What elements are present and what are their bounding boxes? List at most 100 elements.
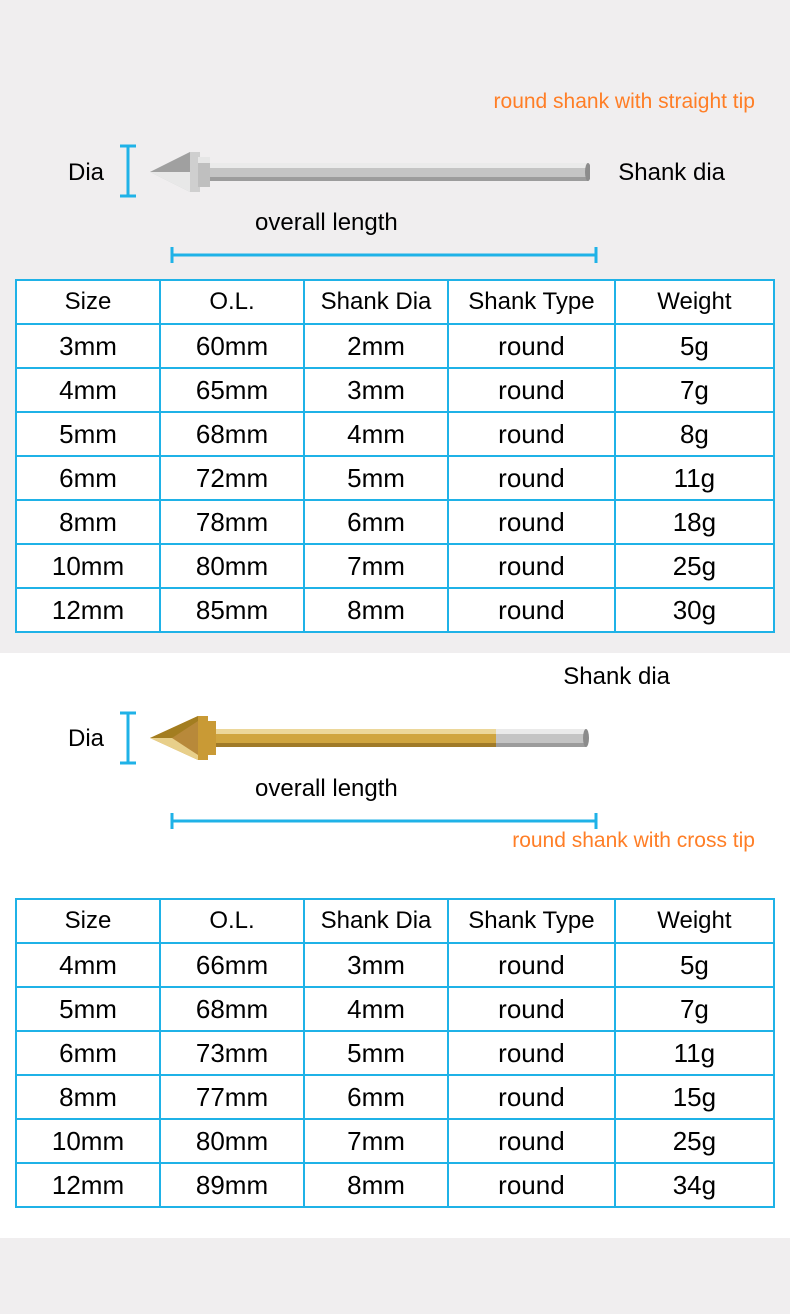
table-row: 10mm80mm7mmround25g — [16, 1119, 774, 1163]
dia-label: Dia — [68, 159, 104, 187]
cell-size: 10mm — [16, 544, 160, 588]
section-cross-tip: Shank dia Dia overall length — [0, 653, 790, 1238]
table-row: 12mm89mm8mmround34g — [16, 1163, 774, 1207]
cell-shank: 4mm — [304, 412, 448, 456]
cell-size: 6mm — [16, 456, 160, 500]
cell-shank: 4mm — [304, 987, 448, 1031]
overall-length-label: overall length — [255, 209, 398, 237]
table-row: 6mm73mm5mmround11g — [16, 1031, 774, 1075]
cell-type: round — [448, 987, 615, 1031]
cell-shank: 6mm — [304, 1075, 448, 1119]
cell-size: 8mm — [16, 1075, 160, 1119]
cell-shank: 3mm — [304, 368, 448, 412]
cell-type: round — [448, 1031, 615, 1075]
cell-weight: 11g — [615, 1031, 774, 1075]
length-line-icon — [170, 247, 600, 267]
table-header-row: Size O.L. Shank Dia Shank Type Weight — [16, 899, 774, 943]
header-shank-type: Shank Type — [448, 280, 615, 324]
cell-weight: 7g — [615, 987, 774, 1031]
cell-size: 3mm — [16, 324, 160, 368]
cell-shank: 8mm — [304, 1163, 448, 1207]
cell-type: round — [448, 412, 615, 456]
cell-shank: 2mm — [304, 324, 448, 368]
cell-ol: 89mm — [160, 1163, 304, 1207]
cell-type: round — [448, 324, 615, 368]
header-shank-dia: Shank Dia — [304, 280, 448, 324]
dia-bracket-icon — [120, 144, 140, 199]
cell-size: 4mm — [16, 368, 160, 412]
header-ol: O.L. — [160, 899, 304, 943]
dia-bracket-icon-2 — [120, 711, 140, 766]
cell-ol: 65mm — [160, 368, 304, 412]
spec-table-straight: Size O.L. Shank Dia Shank Type Weight 3m… — [15, 279, 775, 633]
caption-straight: round shank with straight tip — [0, 20, 790, 129]
cell-type: round — [448, 544, 615, 588]
cell-type: round — [448, 368, 615, 412]
cell-ol: 68mm — [160, 412, 304, 456]
cell-type: round — [448, 588, 615, 632]
cell-weight: 11g — [615, 456, 774, 500]
cell-shank: 8mm — [304, 588, 448, 632]
cell-ol: 80mm — [160, 1119, 304, 1163]
cell-type: round — [448, 1075, 615, 1119]
cell-weight: 34g — [615, 1163, 774, 1207]
section-straight-tip: round shank with straight tip Dia Shank … — [0, 0, 790, 653]
shank-dia-label: Shank dia — [618, 159, 725, 187]
table-header-row: Size O.L. Shank Dia Shank Type Weight — [16, 280, 774, 324]
header-size: Size — [16, 280, 160, 324]
table-row: 3mm60mm2mmround5g — [16, 324, 774, 368]
cell-weight: 18g — [615, 500, 774, 544]
cell-size: 12mm — [16, 588, 160, 632]
cell-ol: 68mm — [160, 987, 304, 1031]
header-shank-type: Shank Type — [448, 899, 615, 943]
cell-shank: 5mm — [304, 456, 448, 500]
cell-type: round — [448, 943, 615, 987]
table-row: 4mm65mm3mmround7g — [16, 368, 774, 412]
cell-ol: 85mm — [160, 588, 304, 632]
spec-table-cross: Size O.L. Shank Dia Shank Type Weight 4m… — [15, 898, 775, 1208]
cell-type: round — [448, 456, 615, 500]
cell-type: round — [448, 1119, 615, 1163]
table-row: 10mm80mm7mmround25g — [16, 544, 774, 588]
diagram-cross: Shank dia Dia overall length — [30, 683, 760, 833]
table-row: 8mm77mm6mmround15g — [16, 1075, 774, 1119]
length-line-icon-2 — [170, 813, 600, 833]
cell-ol: 72mm — [160, 456, 304, 500]
dia-label-2: Dia — [68, 725, 104, 753]
cell-size: 6mm — [16, 1031, 160, 1075]
cell-ol: 78mm — [160, 500, 304, 544]
cell-weight: 8g — [615, 412, 774, 456]
diagram-straight: Dia Shank dia overall length — [30, 129, 760, 259]
header-ol: O.L. — [160, 280, 304, 324]
cell-shank: 5mm — [304, 1031, 448, 1075]
cell-ol: 73mm — [160, 1031, 304, 1075]
drill-bit-straight-icon — [150, 147, 590, 197]
cell-size: 5mm — [16, 987, 160, 1031]
table-row: 12mm85mm8mmround30g — [16, 588, 774, 632]
cell-size: 10mm — [16, 1119, 160, 1163]
cell-weight: 15g — [615, 1075, 774, 1119]
cell-type: round — [448, 1163, 615, 1207]
cell-weight: 7g — [615, 368, 774, 412]
cell-weight: 25g — [615, 1119, 774, 1163]
table-row: 5mm68mm4mmround7g — [16, 987, 774, 1031]
cell-shank: 3mm — [304, 943, 448, 987]
cell-ol: 60mm — [160, 324, 304, 368]
cell-ol: 80mm — [160, 544, 304, 588]
shank-dia-label-2: Shank dia — [563, 663, 670, 691]
table-row: 4mm66mm3mmround5g — [16, 943, 774, 987]
cell-shank: 7mm — [304, 1119, 448, 1163]
table-row: 5mm68mm4mmround8g — [16, 412, 774, 456]
cell-ol: 66mm — [160, 943, 304, 987]
header-weight: Weight — [615, 280, 774, 324]
header-size: Size — [16, 899, 160, 943]
cell-shank: 6mm — [304, 500, 448, 544]
table-row: 8mm78mm6mmround18g — [16, 500, 774, 544]
table-row: 6mm72mm5mmround11g — [16, 456, 774, 500]
cell-size: 5mm — [16, 412, 160, 456]
cell-size: 12mm — [16, 1163, 160, 1207]
header-weight: Weight — [615, 899, 774, 943]
cell-weight: 5g — [615, 324, 774, 368]
cell-shank: 7mm — [304, 544, 448, 588]
cell-size: 8mm — [16, 500, 160, 544]
